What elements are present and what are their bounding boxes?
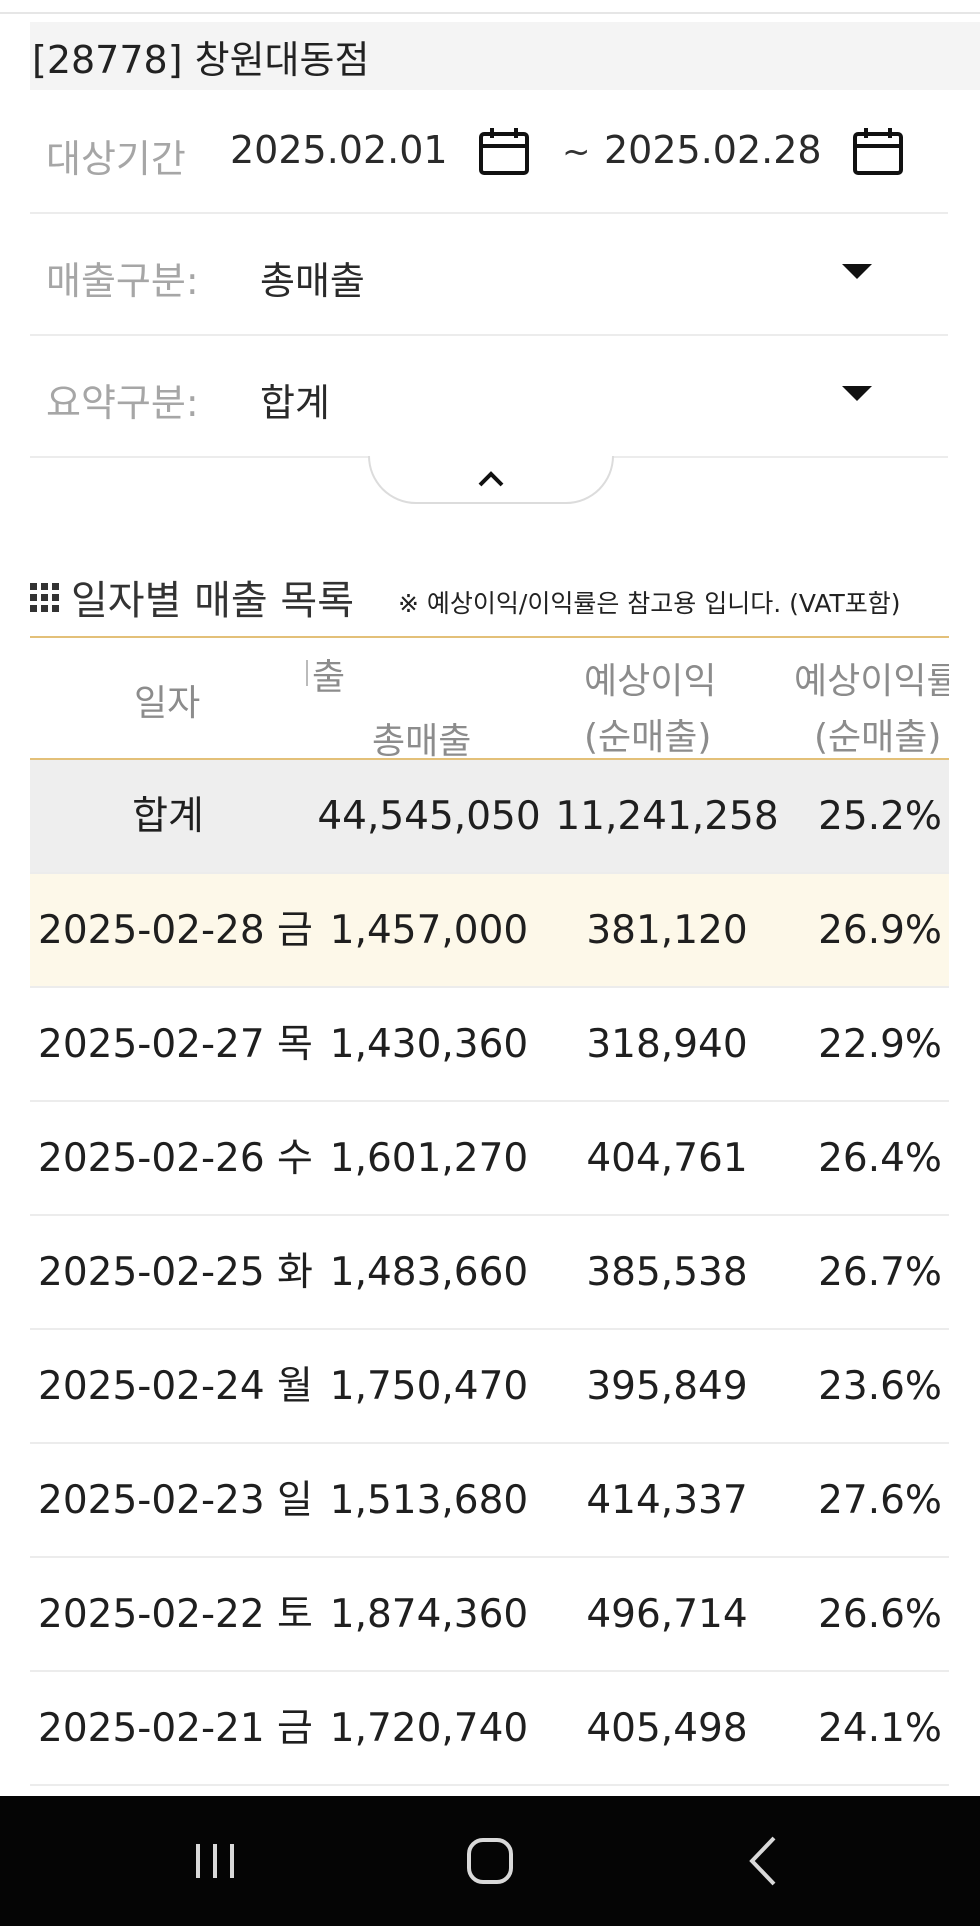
table-row[interactable]: 2025-02-21 금 1,720,740 405,498 24.1% <box>30 1672 949 1786</box>
table-row[interactable]: 2025-02-27 목 1,430,360 318,940 22.9% <box>30 988 949 1102</box>
row-date: 2025-02-23 일 <box>38 1478 313 1523</box>
row-sales: 1,457,000 <box>329 908 529 953</box>
row-date: 2025-02-28 금 <box>38 908 313 953</box>
section-heading: 일자별 매출 목록 <box>30 572 354 624</box>
row-profit: 395,849 <box>586 1364 748 1409</box>
row-profit: 496,714 <box>586 1592 748 1637</box>
row-profit: 318,940 <box>586 1022 748 1067</box>
total-profit: 11,241,258 <box>555 794 779 839</box>
top-divider <box>0 12 980 14</box>
row-sales: 1,601,270 <box>329 1136 529 1181</box>
row-sales: 1,874,360 <box>329 1592 529 1637</box>
table-row[interactable]: 2025-02-26 수 1,601,270 404,761 26.4% <box>30 1102 949 1216</box>
header-rate: 예상이익률 <box>794 661 949 702</box>
date-range-separator: ~ <box>562 132 591 172</box>
header-profit-sub: (순매출) <box>584 717 712 758</box>
row-profit: 404,761 <box>586 1136 748 1181</box>
recent-apps-icon[interactable] <box>180 1826 250 1896</box>
row-profit: 414,337 <box>586 1478 748 1523</box>
summary-type-select[interactable]: 요약구분: 합계 <box>30 334 948 458</box>
column-resize-handle <box>306 660 308 686</box>
total-rate: 25.2% <box>818 794 942 839</box>
row-sales: 1,720,740 <box>329 1706 529 1751</box>
calendar-icon[interactable] <box>852 126 904 176</box>
row-rate: 22.9% <box>818 1022 942 1067</box>
table-row[interactable]: 2025-02-23 일 1,513,680 414,337 27.6% <box>30 1444 949 1558</box>
total-label: 합계 <box>132 794 204 839</box>
sales-type-value: 총매출 <box>260 259 365 303</box>
caret-down-icon[interactable] <box>842 264 872 279</box>
system-navigation-bar <box>0 1796 980 1926</box>
total-sales: 44,545,050 <box>317 794 541 839</box>
row-rate: 26.7% <box>818 1250 942 1295</box>
daily-sales-table: 일자 출 총매출 예상이익 (순매출) 예상이익률 (순매출) 합계 44,54… <box>30 636 949 1786</box>
chevron-up-icon <box>478 471 504 487</box>
table-row[interactable]: 2025-02-22 토 1,874,360 496,714 26.6% <box>30 1558 949 1672</box>
row-date: 2025-02-27 목 <box>38 1022 313 1067</box>
store-header: [28778] 창원대동점 <box>30 22 980 90</box>
row-date: 2025-02-22 토 <box>38 1592 313 1637</box>
header-sales-top: 출 <box>312 657 346 698</box>
table-header: 일자 출 총매출 예상이익 (순매출) 예상이익률 (순매출) <box>30 636 949 762</box>
row-date: 2025-02-21 금 <box>38 1706 313 1751</box>
section-title: 일자별 매출 목록 <box>71 578 355 624</box>
table-total-row[interactable]: 합계 44,545,050 11,241,258 25.2% <box>30 760 949 874</box>
row-rate: 26.6% <box>818 1592 942 1637</box>
caret-down-icon[interactable] <box>842 386 872 401</box>
table-row[interactable]: 2025-02-25 화 1,483,660 385,538 26.7% <box>30 1216 949 1330</box>
row-sales: 1,483,660 <box>329 1250 529 1295</box>
calendar-icon[interactable] <box>478 126 530 176</box>
header-profit: 예상이익 <box>584 661 717 702</box>
summary-type-label: 요약구분: <box>46 381 199 425</box>
grid-dots-icon <box>30 582 59 612</box>
collapse-filters-button[interactable] <box>368 456 614 504</box>
row-rate: 24.1% <box>818 1706 942 1751</box>
sales-type-select[interactable]: 매출구분: 총매출 <box>30 212 948 336</box>
store-title: [28778] 창원대동점 <box>32 37 370 82</box>
row-sales: 1,750,470 <box>329 1364 529 1409</box>
period-filter-row: 대상기간 2025.02.01 ~ 2025.02.28 <box>30 90 948 214</box>
table-row[interactable]: 2025-02-24 월 1,750,470 395,849 23.6% <box>30 1330 949 1444</box>
end-date-field[interactable]: 2025.02.28 <box>604 128 822 172</box>
header-rate-sub: (순매출) <box>814 717 942 758</box>
header-sales: 총매출 <box>372 721 472 762</box>
row-date: 2025-02-26 수 <box>38 1136 313 1181</box>
row-sales: 1,513,680 <box>329 1478 529 1523</box>
row-date: 2025-02-24 월 <box>38 1364 313 1409</box>
row-date: 2025-02-25 화 <box>38 1250 313 1295</box>
table-row[interactable]: 2025-02-28 금 1,457,000 381,120 26.9% <box>30 874 949 988</box>
period-label: 대상기간 <box>46 137 186 181</box>
start-date-field[interactable]: 2025.02.01 <box>230 128 448 172</box>
home-icon[interactable] <box>455 1826 525 1896</box>
row-profit: 381,120 <box>586 908 748 953</box>
row-sales: 1,430,360 <box>329 1022 529 1067</box>
row-rate: 23.6% <box>818 1364 942 1409</box>
row-profit: 385,538 <box>586 1250 748 1295</box>
section-note: ※ 예상이익/이익률은 참고용 입니다. (VAT포함) <box>398 589 901 618</box>
row-rate: 26.4% <box>818 1136 942 1181</box>
row-profit: 405,498 <box>586 1706 748 1751</box>
sales-type-label: 매출구분: <box>46 259 199 303</box>
summary-type-value: 합계 <box>260 381 330 425</box>
header-date: 일자 <box>134 683 201 724</box>
back-icon[interactable] <box>730 1826 800 1896</box>
row-rate: 27.6% <box>818 1478 942 1523</box>
row-rate: 26.9% <box>818 908 942 953</box>
